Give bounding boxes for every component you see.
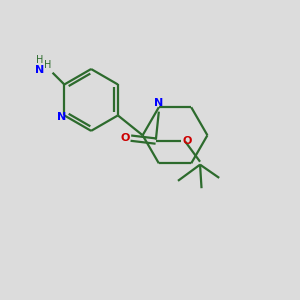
Text: N: N xyxy=(154,98,164,108)
Text: H: H xyxy=(36,55,43,65)
Text: O: O xyxy=(182,136,191,146)
Text: N: N xyxy=(35,65,44,75)
Text: O: O xyxy=(120,133,130,142)
Text: H: H xyxy=(44,60,52,70)
Text: N: N xyxy=(57,112,67,122)
